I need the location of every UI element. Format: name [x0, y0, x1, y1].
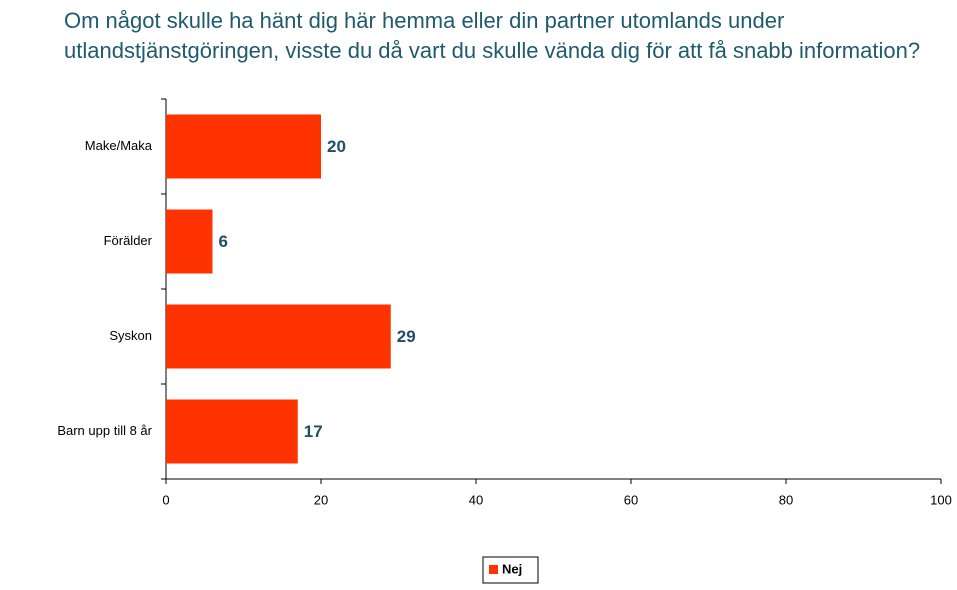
y-tick-label: Syskon: [109, 328, 152, 343]
bar: [166, 304, 391, 369]
y-tick-label: Make/Maka: [85, 138, 153, 153]
value-label: 6: [219, 232, 228, 251]
chart-title: Om något skulle ha hänt dig här hemma el…: [64, 8, 921, 63]
x-tick-label: 60: [624, 492, 638, 507]
value-label: 20: [327, 137, 346, 156]
x-tick-label: 80: [779, 492, 793, 507]
value-label: 29: [397, 327, 416, 346]
y-tick-label: Förälder: [104, 233, 153, 248]
x-tick-label: 0: [162, 492, 169, 507]
x-tick-label: 40: [469, 492, 483, 507]
x-tick-label: 20: [314, 492, 328, 507]
y-tick-label: Barn upp till 8 år: [57, 423, 152, 438]
legend-label: Nej: [502, 561, 522, 576]
bar: [166, 114, 321, 179]
bar: [166, 399, 298, 464]
legend: Nej: [482, 556, 539, 584]
legend-swatch: [489, 565, 498, 574]
value-label: 17: [304, 422, 323, 441]
x-tick-label: 100: [930, 492, 952, 507]
bar: [166, 209, 213, 274]
